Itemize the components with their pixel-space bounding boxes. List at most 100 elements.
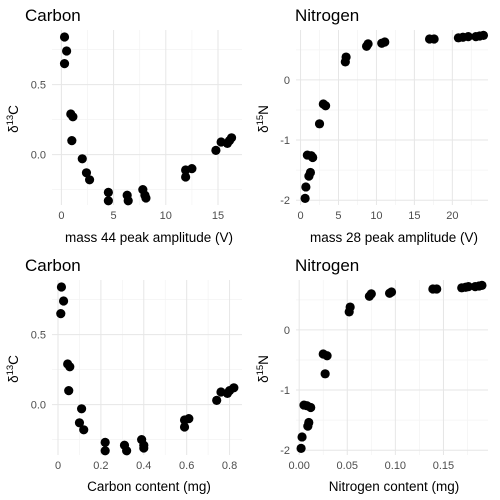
x-tick-label: 5 xyxy=(335,210,341,222)
y-tick-label: -2 xyxy=(280,445,290,457)
y-axis-label: δ15N xyxy=(255,105,272,133)
x-tick-label: 0.8 xyxy=(222,460,237,472)
data-point xyxy=(477,280,487,291)
data-point xyxy=(306,402,316,413)
data-point xyxy=(345,302,355,312)
x-axis-label: mass 28 peak amplitude (V) xyxy=(310,230,478,245)
data-point xyxy=(59,59,70,69)
x-tick-label: 15 xyxy=(212,210,224,222)
x-tick-label: 0.15 xyxy=(433,460,454,472)
x-axis-label: mass 44 peak amplitude (V) xyxy=(65,230,233,245)
data-point xyxy=(179,422,190,432)
data-point xyxy=(305,167,316,178)
y-axis-label: δ13C xyxy=(5,105,22,133)
x-tick-label: 0.00 xyxy=(288,460,309,472)
data-point xyxy=(229,383,239,393)
data-point xyxy=(122,446,132,456)
data-point xyxy=(366,289,376,299)
data-point xyxy=(56,282,67,292)
data-point xyxy=(64,386,74,396)
data-point xyxy=(308,152,318,163)
panel-title: Carbon xyxy=(25,256,81,275)
y-tick-label: 0 xyxy=(284,75,290,87)
data-point xyxy=(103,196,113,206)
data-point xyxy=(297,432,307,442)
x-tick-label: 0 xyxy=(58,210,64,222)
data-point xyxy=(322,351,332,361)
data-point xyxy=(432,284,442,294)
data-point xyxy=(56,309,66,319)
data-point xyxy=(296,443,306,453)
x-axis-label: Carbon content (mg) xyxy=(87,479,211,494)
data-point xyxy=(301,182,311,192)
data-point xyxy=(341,52,351,62)
data-point xyxy=(59,32,70,42)
x-tick-label: 20 xyxy=(446,210,458,222)
data-point xyxy=(81,168,92,178)
panel-2: 0 5 10 15 20 -2 -1 0 Nitrogen mass 28 peak amplit… xyxy=(255,6,489,245)
data-point xyxy=(380,37,390,47)
data-point xyxy=(429,34,439,44)
data-point xyxy=(77,154,87,164)
x-tick-label: 5 xyxy=(111,210,117,222)
y-axis-label: δ15N xyxy=(255,355,272,383)
x-tick-label: 0.10 xyxy=(385,460,406,472)
x-tick-label: 10 xyxy=(160,210,172,222)
data-point xyxy=(123,196,133,206)
panel-title: Nitrogen xyxy=(295,6,359,25)
data-point xyxy=(184,414,194,424)
data-point xyxy=(226,133,237,143)
data-point xyxy=(304,417,314,428)
data-point xyxy=(65,362,75,372)
data-point xyxy=(103,187,113,197)
x-tick-label: 15 xyxy=(408,210,420,222)
data-point xyxy=(74,418,85,428)
data-point xyxy=(320,101,331,111)
data-point xyxy=(478,30,489,41)
data-point xyxy=(463,282,474,292)
x-tick-label: 0.05 xyxy=(337,460,358,472)
x-tick-label: 0 xyxy=(297,210,303,222)
y-tick-label: -1 xyxy=(280,135,290,147)
data-point xyxy=(314,119,325,129)
x-tick-label: 0.2 xyxy=(93,460,108,472)
data-point xyxy=(212,395,222,405)
x-tick-label: 10 xyxy=(370,210,382,222)
y-tick-label: 0.5 xyxy=(31,330,46,342)
panel-3: 0 0.2 0.4 0.6 0.8 0.0 0.5 Carbon Carbon content … xyxy=(5,256,242,494)
data-point xyxy=(68,112,78,122)
x-tick-label: 0.6 xyxy=(179,460,194,472)
data-point xyxy=(67,136,77,146)
data-point xyxy=(84,175,95,185)
y-tick-label: -1 xyxy=(280,385,290,397)
data-point xyxy=(320,369,330,379)
x-tick-label: 0.4 xyxy=(136,460,151,472)
panel-title: Nitrogen xyxy=(295,256,359,275)
data-point xyxy=(187,164,197,174)
y-tick-label: 0.5 xyxy=(31,80,46,92)
y-tick-label: 0 xyxy=(284,325,290,337)
data-point xyxy=(363,39,373,49)
panel-1: 0 5 10 15 0.0 0.5 Carbon mass 44 peak amplitude… xyxy=(5,6,242,245)
data-point xyxy=(300,193,310,203)
y-axis-label: δ13C xyxy=(5,355,22,383)
data-point xyxy=(100,446,110,456)
data-point xyxy=(62,46,72,56)
y-tick-label: 0.0 xyxy=(31,150,46,162)
data-point xyxy=(181,172,191,182)
panel-title: Carbon xyxy=(25,6,81,25)
data-point xyxy=(76,404,87,414)
data-point xyxy=(58,296,69,306)
data-point xyxy=(386,287,397,297)
x-axis-label: Nitrogen content (mg) xyxy=(329,479,460,494)
data-point xyxy=(139,443,149,453)
panel-4: 0.00 0.05 0.10 0.15 -2 -1 0 Nitrogen Nitrogen co… xyxy=(255,256,488,494)
data-point xyxy=(463,32,473,42)
data-point xyxy=(211,145,221,155)
y-tick-label: 0.0 xyxy=(31,400,46,412)
y-tick-label: -2 xyxy=(280,195,290,207)
data-point xyxy=(100,437,110,447)
x-tick-label: 0 xyxy=(55,460,61,472)
data-point xyxy=(141,193,151,203)
